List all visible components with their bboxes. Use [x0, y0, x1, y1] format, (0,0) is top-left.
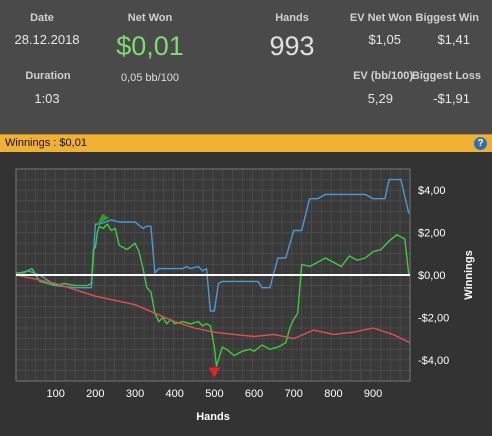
ev-bb100-value: 5,29 — [367, 91, 393, 106]
duration-label: Duration — [25, 70, 71, 82]
biggest-win-value: $1,41 — [437, 32, 470, 47]
date-value: 28.12.2018 — [14, 32, 80, 47]
winnings-header-bar: Winnings : $0,01 ? — [0, 134, 492, 152]
series-line-3 — [15, 274, 411, 344]
x-tick-label: 700 — [285, 388, 303, 400]
y-tick-label: $4,00 — [418, 185, 446, 197]
winnings-title: Winnings : $0,01 — [5, 137, 87, 149]
biggest-win-label: Biggest Win — [415, 12, 479, 24]
biggest-loss-label: Biggest Loss — [411, 70, 481, 82]
max-winnings-flag — [96, 213, 110, 226]
y-tick-label: $0,00 — [418, 270, 446, 282]
winnings-chart-svg: 100 200 300 400 500 600 700 800 900 $4,00 $2,00 $0,… — [15, 168, 475, 423]
hands-value: 993 — [269, 31, 315, 61]
min-winnings-marker — [208, 367, 221, 378]
x-tick-label: 500 — [205, 388, 223, 400]
biggest-loss-value: -$1,91 — [433, 91, 470, 106]
series-line-2 — [16, 223, 410, 367]
hands-label: Hands — [275, 12, 309, 24]
winnings-chart: 100 200 300 400 500 600 700 800 900 $4,00 $2,00 $0,… — [0, 152, 492, 436]
y-tick-label: -$4,00 — [418, 355, 449, 367]
x-tick-label: 400 — [166, 388, 184, 400]
x-tick-label: 200 — [86, 388, 104, 400]
y-tick-label: $2,00 — [418, 228, 446, 240]
y-tick-label: -$2,00 — [418, 312, 449, 324]
duration-value: 1:03 — [34, 91, 60, 106]
net-won-value: $0,01 — [116, 31, 184, 61]
series-line-1 — [15, 178, 410, 312]
x-tick-label: 300 — [126, 388, 144, 400]
ev-bb100-label: EV (bb/100) — [353, 70, 413, 82]
x-tick-label: 600 — [245, 388, 263, 400]
net-won-bb100: 0,05 bb/100 — [120, 72, 180, 84]
x-axis-title: Hands — [196, 411, 230, 423]
ev-net-won-value: $1,05 — [368, 32, 401, 47]
y-axis-title: Winnings — [463, 250, 475, 299]
x-tick-label: 900 — [364, 388, 382, 400]
date-label: Date — [30, 12, 54, 24]
net-won-label: Net Won — [127, 12, 173, 24]
x-tick-label: 100 — [46, 388, 64, 400]
session-stats-panel: Date 28.12.2018 Net Won $0,01 0,05 bb/10… — [0, 0, 492, 134]
question-mark-icon[interactable]: ? — [474, 137, 487, 150]
x-tick-label: 800 — [324, 388, 342, 400]
ev-net-won-label: EV Net Won — [349, 12, 412, 24]
